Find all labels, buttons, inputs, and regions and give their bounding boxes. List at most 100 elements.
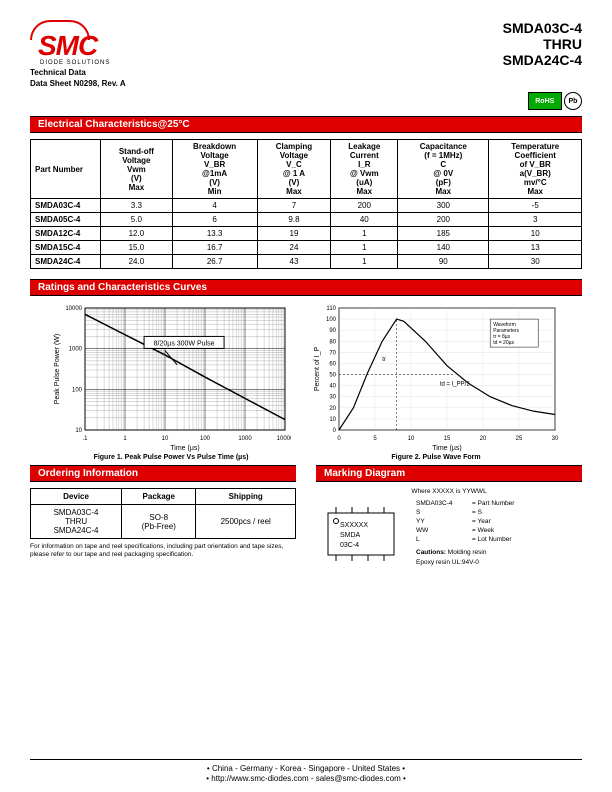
elec-cell: 185 (398, 227, 489, 241)
elec-cell: 12.0 (101, 227, 173, 241)
elec-cell: 43 (257, 255, 331, 269)
elec-cell: 26.7 (172, 255, 257, 269)
marking-key: SMDA03C-4 (416, 499, 472, 508)
svg-text:SMDA: SMDA (340, 532, 361, 539)
elec-cell: 140 (398, 241, 489, 255)
elec-header-6: TemperatureCoefficientof V_BRa(V_BR)mv/°… (489, 140, 582, 199)
svg-text:5: 5 (373, 436, 377, 442)
marking-val: = Lot Number (472, 535, 512, 544)
header: SMC DIODE SOLUTIONS Technical Data Data … (30, 20, 582, 88)
svg-text:.1: .1 (82, 436, 88, 442)
elec-cell: 200 (398, 213, 489, 227)
elec-cell: 1 (331, 255, 398, 269)
caution-label: Cautions: (416, 549, 446, 556)
rohs-badge: RoHS (528, 92, 562, 110)
order-cell: SO-8(Pb-Free) (122, 505, 196, 539)
svg-text:50: 50 (329, 373, 336, 379)
part-title-3: SMDA24C-4 (503, 52, 582, 68)
elec-cell: 200 (331, 199, 398, 213)
footer-countries: • China - Germany - Korea - Singapore - … (30, 764, 582, 773)
charts-row: .111010010001000010100100010000Time (µs)… (30, 302, 582, 461)
part-title-2: THRU (503, 36, 582, 52)
svg-text:tr: tr (382, 357, 386, 363)
svg-text:0: 0 (333, 428, 337, 434)
elec-cell: 40 (331, 213, 398, 227)
svg-text:Time (µs): Time (µs) (170, 445, 199, 452)
svg-text:1000: 1000 (69, 347, 83, 353)
title-block: SMDA03C-4 THRU SMDA24C-4 (503, 20, 582, 88)
svg-text:10000: 10000 (65, 306, 82, 312)
svg-text:60: 60 (329, 361, 336, 367)
svg-text:30: 30 (552, 436, 559, 442)
svg-text:80: 80 (329, 339, 336, 345)
svg-text:1000: 1000 (238, 436, 252, 442)
marking-val: = Part Number (472, 499, 514, 508)
elec-cell: 30 (489, 255, 582, 269)
svg-text:15: 15 (444, 436, 451, 442)
elec-header-1: Stand-offVoltageVwm(V)Max (101, 140, 173, 199)
marking-key: L (416, 535, 472, 544)
footer: • China - Germany - Korea - Singapore - … (30, 759, 582, 784)
elec-cell: 13 (489, 241, 582, 255)
elec-cell: 4 (172, 199, 257, 213)
svg-text:20: 20 (480, 436, 487, 442)
order-header: Package (122, 489, 196, 505)
svg-text:03C-4: 03C-4 (340, 542, 359, 549)
elec-cell: 24 (257, 241, 331, 255)
chart-waveform: 0510152025300102030405060708090100110Tim… (311, 302, 561, 461)
datasheet-rev: Data Sheet N0298, Rev. A (30, 79, 126, 88)
svg-text:100: 100 (200, 436, 211, 442)
svg-text:10: 10 (75, 428, 82, 434)
svg-text:10: 10 (162, 436, 169, 442)
elec-header-3: ClampingVoltageV_C@ 1 A(V)Max (257, 140, 331, 199)
elec-cell: SMDA05C-4 (31, 213, 101, 227)
svg-text:10: 10 (329, 417, 336, 423)
elec-cell: SMDA15C-4 (31, 241, 101, 255)
elec-cell: -5 (489, 199, 582, 213)
marking-val: = Week (472, 526, 494, 535)
order-cell: 2500pcs / reel (196, 505, 296, 539)
technical-data-label: Technical Data (30, 68, 126, 77)
chart-pulse-power: .111010010001000010100100010000Time (µs)… (51, 302, 291, 461)
svg-text:40: 40 (329, 384, 336, 390)
svg-text:70: 70 (329, 350, 336, 356)
electrical-table: Part NumberStand-offVoltageVwm(V)MaxBrea… (30, 139, 582, 269)
marking-key: S (416, 508, 472, 517)
order-header: Device (31, 489, 122, 505)
marking-key: WW (416, 526, 472, 535)
elec-cell: 9.8 (257, 213, 331, 227)
svg-text:30: 30 (329, 395, 336, 401)
ordering-note: For information on tape and reel specifi… (30, 543, 296, 559)
marking-where: Where XXXXX is YYWWL (316, 488, 582, 495)
svg-text:90: 90 (329, 328, 336, 334)
elec-cell: SMDA03C-4 (31, 199, 101, 213)
elec-cell: 5.0 (101, 213, 173, 227)
footer-web: • http://www.smc-diodes.com - sales@smc-… (30, 774, 582, 783)
svg-text:td = 20µs: td = 20µs (493, 340, 514, 346)
elec-cell: 3 (489, 213, 582, 227)
elec-cell: SMDA12C-4 (31, 227, 101, 241)
svg-text:10: 10 (408, 436, 415, 442)
elec-cell: 24.0 (101, 255, 173, 269)
figure2-caption: Figure 2. Pulse Wave Form (391, 454, 480, 461)
figure1-caption: Figure 1. Peak Pulse Power Vs Pulse Time… (94, 454, 249, 461)
svg-text:20: 20 (329, 406, 336, 412)
section-electrical: Electrical Characteristics@25°C (30, 116, 582, 133)
chip-diagram-icon: SXXXXX SMDA 03C-4 (316, 499, 406, 569)
elec-cell: 1 (331, 241, 398, 255)
elec-cell: 19 (257, 227, 331, 241)
marking-column: Marking Diagram Where XXXXX is YYWWL SXX… (316, 465, 582, 569)
ordering-table: DevicePackageShipping SMDA03C-4THRUSMDA2… (30, 488, 296, 539)
svg-text:Percent of I_P: Percent of I_P (314, 346, 321, 391)
elec-cell: 10 (489, 227, 582, 241)
marking-val: = S (472, 508, 482, 517)
part-title-1: SMDA03C-4 (503, 20, 582, 36)
elec-cell: 1 (331, 227, 398, 241)
elec-header-0: Part Number (31, 140, 101, 199)
elec-header-5: Capacitance(f = 1MHz)C@ 0V(pF)Max (398, 140, 489, 199)
order-header: Shipping (196, 489, 296, 505)
logo-block: SMC DIODE SOLUTIONS Technical Data Data … (30, 20, 126, 88)
marking-legend: SMDA03C-4= Part NumberS= SYY= YearWW= We… (416, 499, 514, 569)
svg-text:8/20µs 300W Pulse: 8/20µs 300W Pulse (154, 340, 215, 347)
elec-cell: 7 (257, 199, 331, 213)
